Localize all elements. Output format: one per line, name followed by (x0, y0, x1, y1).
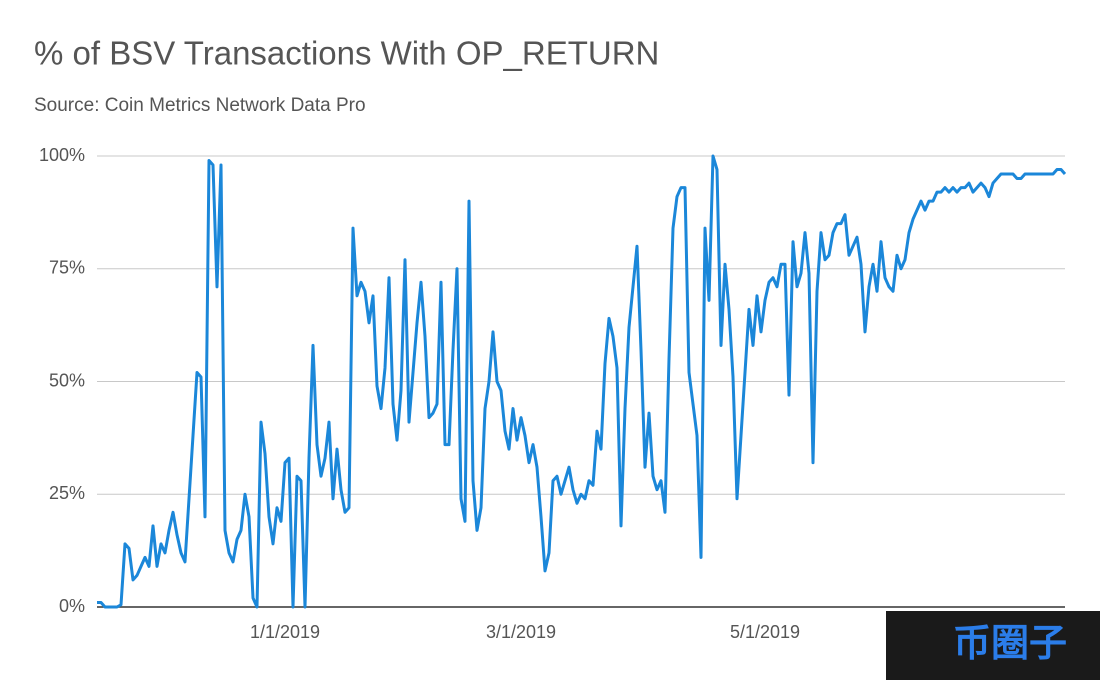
y-tick-label: 0% (59, 596, 85, 616)
chart-title: % of BSV Transactions With OP_RETURN (34, 35, 659, 72)
chart-subtitle: Source: Coin Metrics Network Data Pro (34, 95, 366, 116)
x-tick-label: 1/1/2019 (250, 622, 320, 642)
watermark-box (886, 611, 1100, 680)
watermark: 币圈子 (953, 623, 1067, 665)
y-tick-label: 75% (49, 258, 85, 278)
y-tick-label: 100% (39, 145, 85, 165)
data-line (97, 154, 1067, 609)
x-tick-label: 3/1/2019 (486, 622, 556, 642)
x-tick-label: 5/1/2019 (730, 622, 800, 642)
y-tick-label: 25% (49, 483, 85, 503)
y-tick-label: 50% (49, 370, 85, 390)
